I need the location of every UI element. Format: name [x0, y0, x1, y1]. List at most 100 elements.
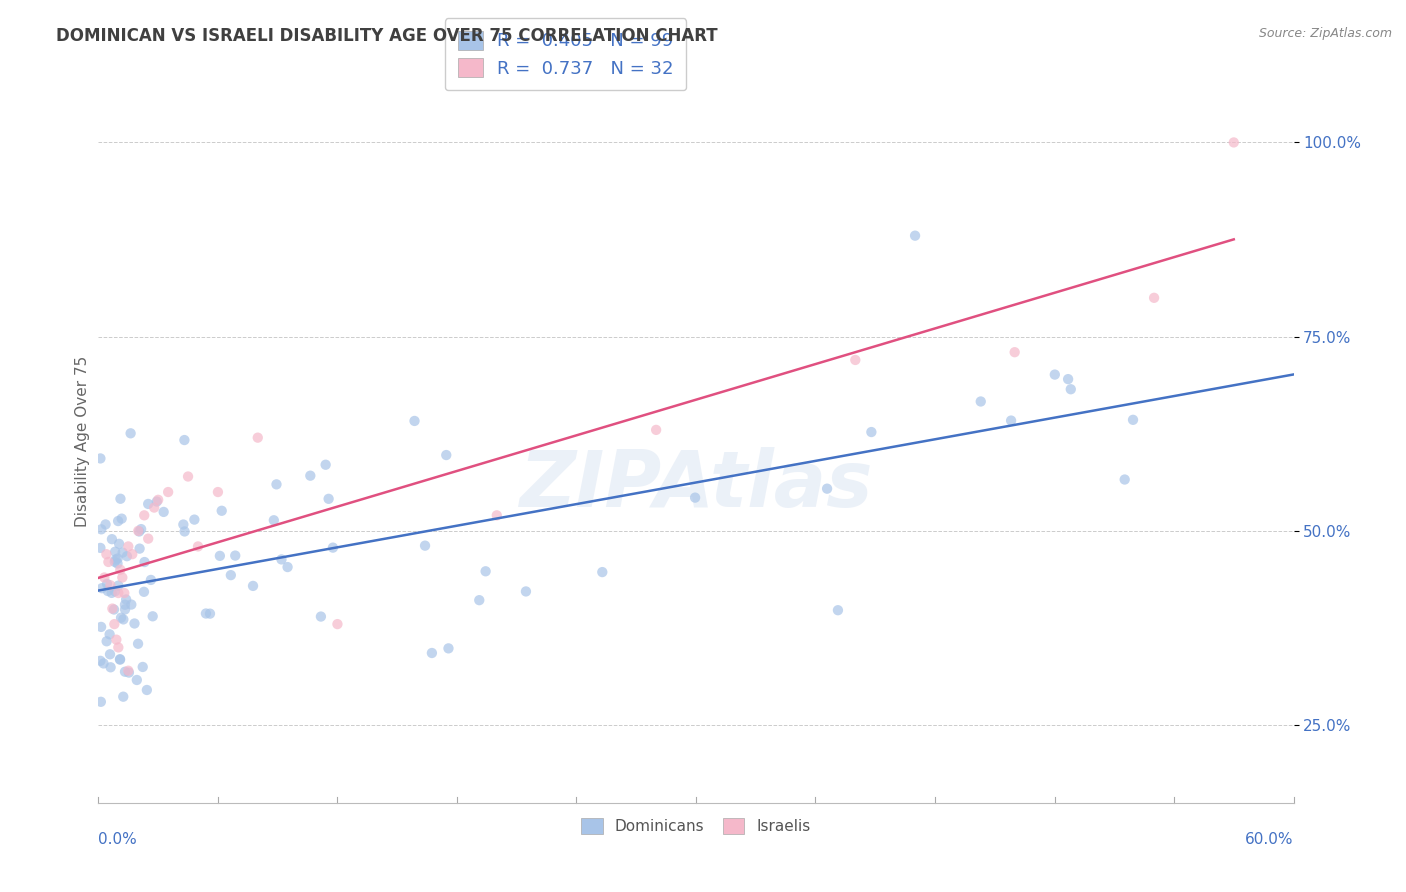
Point [1000, 414, 1022, 428]
Point [104, 545, 127, 559]
Point [93, 570, 115, 584]
Point [98, 648, 121, 662]
Point [148, 492, 170, 507]
Point [114, 602, 136, 616]
Point [128, 541, 150, 556]
Point [211, 504, 233, 518]
Point [110, 491, 132, 506]
Point [90, 581, 112, 595]
Legend: Dominicans, Israelis: Dominicans, Israelis [574, 810, 818, 842]
Point [270, 552, 292, 566]
Point [127, 524, 149, 538]
Point [97, 555, 120, 569]
Point [107, 640, 129, 655]
Point [172, 517, 194, 532]
Point [136, 497, 159, 511]
Point [90, 522, 112, 536]
Point [120, 598, 142, 612]
Point [152, 505, 174, 519]
Point [103, 617, 125, 632]
Point [315, 458, 337, 472]
Point [437, 641, 460, 656]
Point [208, 549, 231, 563]
Point [111, 511, 134, 525]
Point [134, 508, 156, 523]
Point [112, 586, 135, 600]
Point [96, 577, 118, 591]
Point [115, 592, 138, 607]
Point [1043, 368, 1066, 382]
Point [105, 632, 128, 647]
Point [127, 637, 149, 651]
Point [89, 654, 111, 668]
Point [117, 664, 139, 678]
Point [434, 448, 457, 462]
Point [96, 547, 118, 561]
Point [183, 513, 205, 527]
Point [146, 494, 169, 508]
Point [413, 539, 436, 553]
Point [107, 579, 129, 593]
Text: 60.0%: 60.0% [1246, 831, 1294, 847]
Point [173, 433, 195, 447]
Point [90, 620, 112, 634]
Point [110, 611, 132, 625]
Point [128, 524, 150, 539]
Point [107, 557, 129, 571]
Point [112, 690, 135, 704]
Point [135, 683, 157, 698]
Point [318, 491, 340, 506]
Point [246, 431, 269, 445]
Point [134, 555, 156, 569]
Point [112, 612, 135, 626]
Point [118, 665, 141, 680]
Point [120, 426, 142, 441]
Point [420, 646, 443, 660]
Point [309, 609, 332, 624]
Point [104, 555, 127, 569]
Text: DOMINICAN VS ISRAELI DISABILITY AGE OVER 75 CORRELATION CHART: DOMINICAN VS ISRAELI DISABILITY AGE OVER… [56, 27, 718, 45]
Y-axis label: Disability Age Over 75: Disability Age Over 75 [75, 356, 90, 527]
Point [125, 673, 148, 687]
Text: 0.0%: 0.0% [98, 831, 138, 847]
Point [117, 540, 139, 554]
Point [98, 627, 121, 641]
Point [97, 584, 120, 599]
Point [970, 394, 993, 409]
Point [157, 485, 180, 500]
Point [591, 565, 613, 579]
Point [815, 482, 838, 496]
Point [326, 617, 349, 632]
Point [108, 652, 131, 666]
Point [1223, 136, 1246, 150]
Point [198, 607, 221, 621]
Point [277, 560, 299, 574]
Point [110, 563, 132, 577]
Point [1143, 291, 1166, 305]
Point [98, 578, 122, 592]
Point [103, 602, 125, 616]
Point [827, 603, 849, 617]
Point [114, 598, 136, 612]
Point [132, 584, 155, 599]
Point [107, 551, 129, 566]
Point [515, 584, 537, 599]
Point [844, 353, 866, 368]
Point [104, 584, 127, 599]
Point [93, 657, 115, 671]
Point [94, 517, 117, 532]
Point [266, 477, 288, 491]
Point [114, 665, 136, 679]
Point [177, 469, 200, 483]
Point [96, 634, 118, 648]
Point [101, 601, 124, 615]
Point [108, 537, 131, 551]
Point [111, 545, 134, 559]
Point [1060, 382, 1083, 396]
Point [107, 586, 129, 600]
Point [1004, 345, 1026, 359]
Point [89, 541, 111, 555]
Point [100, 660, 122, 674]
Point [111, 570, 134, 584]
Point [107, 514, 129, 528]
